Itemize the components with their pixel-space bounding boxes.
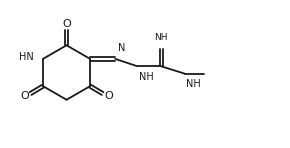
Text: HN: HN [19,52,34,62]
Text: N: N [118,43,125,53]
Text: O: O [62,19,71,29]
Text: NH: NH [139,72,154,82]
Text: NH: NH [155,33,168,42]
Text: O: O [104,91,113,102]
Text: NH: NH [186,79,201,89]
Text: O: O [20,91,29,102]
